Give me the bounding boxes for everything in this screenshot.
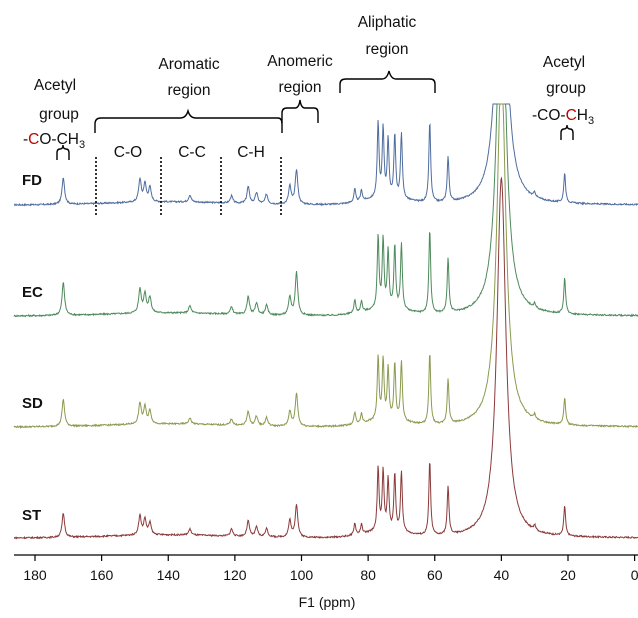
aromatic-label: region	[167, 82, 210, 99]
anomeric-label: region	[278, 79, 321, 96]
x-tick-label: 40	[494, 567, 510, 583]
spectrum-line-fd	[14, 103, 638, 207]
aliphatic-label: region	[365, 41, 408, 58]
acetyl-right-label: group	[546, 80, 586, 97]
series-label-ec: EC	[22, 284, 43, 301]
x-tick-label: 180	[23, 567, 47, 583]
x-tick-label: 140	[157, 567, 181, 583]
aliphatic-bracket	[339, 70, 436, 93]
acetyl-right-marker	[560, 124, 574, 140]
formula-highlight: C	[28, 131, 39, 148]
anomeric-bracket	[281, 99, 319, 123]
formula-part: -CO-	[532, 107, 566, 124]
x-tick-label: 160	[90, 567, 114, 583]
series-label-fd: FD	[22, 172, 42, 189]
spectrum-line-sd	[13, 103, 638, 429]
aliphatic-label: Aliphatic	[358, 14, 417, 31]
anomeric-label: Anomeric	[267, 53, 333, 70]
sub-region-co-label: C-O	[114, 144, 142, 161]
sub-region-ch-label: C-H	[237, 144, 265, 161]
x-tick-label: 0	[631, 567, 638, 583]
formula-part: -	[23, 131, 28, 148]
x-axis-label: F1 (ppm)	[299, 594, 356, 610]
acetyl-right-label: Acetyl	[543, 54, 585, 71]
x-tick-label: 80	[360, 567, 376, 583]
series-label-sd: SD	[22, 395, 43, 412]
spectra-group	[13, 103, 638, 540]
series-label-st: ST	[22, 507, 41, 524]
formula-subscript: 3	[588, 115, 594, 127]
acetyl-right-formula: -CO-CH3	[532, 107, 594, 127]
sub-region-cc-label: C-C	[178, 144, 206, 161]
formula-highlight: C	[566, 107, 577, 124]
spectrum-line-st	[13, 176, 638, 540]
aromatic-subregion-dividers	[95, 157, 282, 217]
x-axis-ticks: 180 160 140 120 100 80 60 40 20 0	[23, 555, 638, 583]
formula-part: H	[577, 107, 588, 124]
formula-part: O-CH	[39, 131, 79, 148]
acetyl-left-label: group	[39, 106, 79, 123]
aromatic-bracket	[94, 108, 283, 133]
formula-subscript: 3	[79, 139, 85, 151]
x-tick-label: 100	[290, 567, 314, 583]
aromatic-label: Aromatic	[158, 56, 219, 73]
acetyl-left-label: Acetyl	[34, 77, 76, 94]
spectrum-line-ec	[13, 103, 638, 318]
acetyl-left-marker	[56, 144, 70, 160]
x-tick-label: 120	[223, 567, 247, 583]
acetyl-left-formula: -CO-CH3	[23, 131, 85, 151]
region-brackets	[56, 70, 574, 160]
x-tick-label: 20	[560, 567, 576, 583]
x-tick-label: 60	[427, 567, 443, 583]
